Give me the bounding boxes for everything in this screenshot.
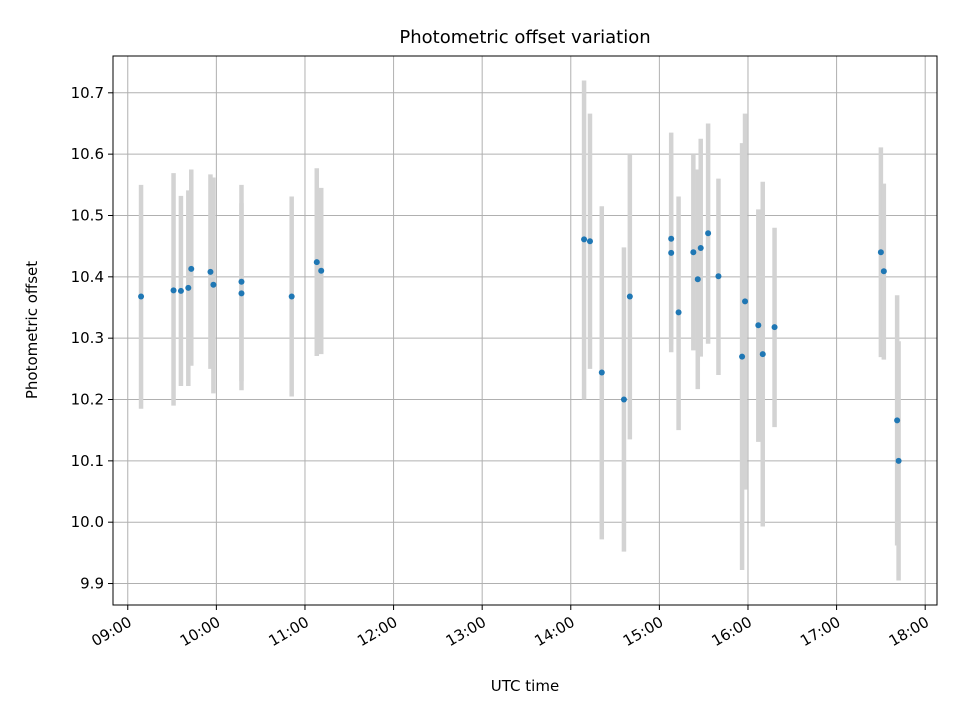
data-point [895,457,902,464]
data-point [759,351,766,358]
data-point [668,235,675,242]
grid [113,56,937,605]
y-axis-label: Photometric offset [23,261,41,399]
data-point [207,268,214,275]
data-point [238,290,245,297]
y-tick-label: 10.2 [71,391,104,409]
data-point [697,244,704,251]
data-point [581,236,588,243]
data-point [210,281,217,288]
data-point [138,293,145,300]
data-point [694,276,701,283]
y-tick-label: 10.7 [71,84,104,102]
data-point [877,249,884,256]
data-point [620,396,627,403]
data-point [170,287,177,294]
y-tick-label: 10.6 [71,145,104,163]
data-point [185,284,192,291]
data-point [177,287,184,294]
data-point [188,265,195,272]
data-point [715,273,722,280]
data-point [288,293,295,300]
data-point [675,309,682,316]
data-point [894,417,901,424]
y-tick-label: 9.9 [80,575,104,593]
y-axis-ticks: 9.9 10.0 10.1 10.2 10.3 10.4 10.5 10.6 10.7 [71,84,113,593]
data-point [668,249,675,256]
x-axis-label: UTC time [491,677,559,695]
data-point [880,268,887,275]
y-tick-label: 10.5 [71,206,104,224]
data-point [586,238,593,245]
data-point [755,322,762,329]
data-point [238,278,245,285]
y-tick-label: 10.3 [71,329,104,347]
data-point [318,267,325,274]
data-point [771,324,778,331]
chart-title: Photometric offset variation [399,27,650,48]
plot-frame [112,55,938,606]
y-tick-label: 10.0 [71,513,104,531]
data-point [690,249,697,256]
data-point [313,259,320,266]
data-point [626,293,633,300]
y-tick-label: 10.4 [71,268,104,286]
data-points [138,230,902,464]
y-tick-label: 10.1 [71,452,104,470]
data-point [739,353,746,360]
data-point [705,230,712,237]
data-point [742,298,749,305]
data-point [598,369,605,376]
